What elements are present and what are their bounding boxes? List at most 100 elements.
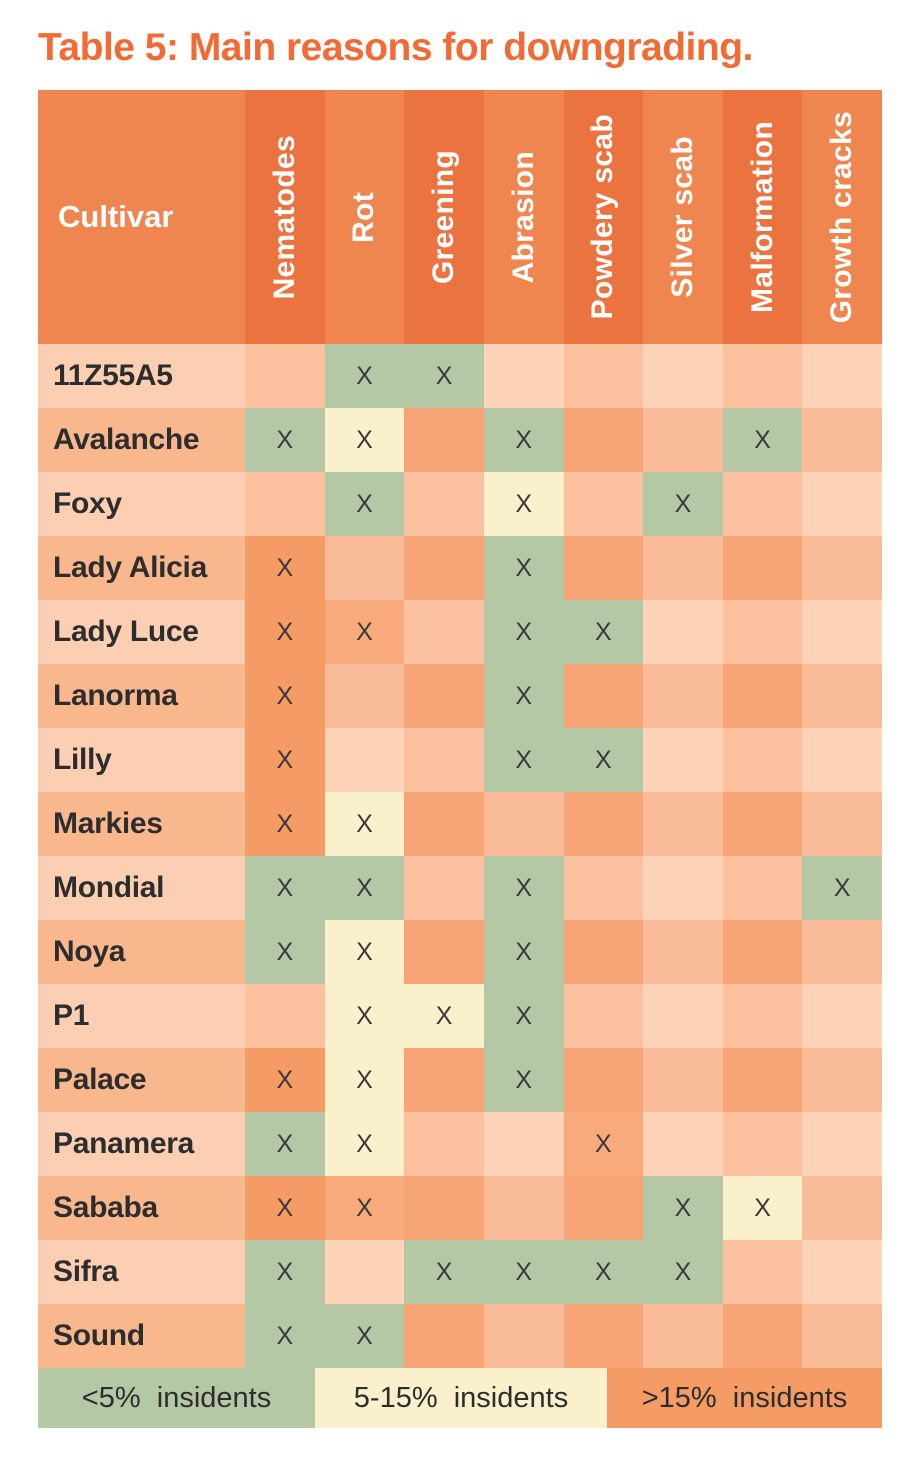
cell-lady-alicia-nematodes: X (245, 536, 325, 600)
cell-noya-powdery-scab (563, 920, 644, 984)
cell-11z55a5-malformation (722, 344, 803, 408)
row-label: Foxy (38, 472, 245, 536)
cell-foxy-greening (404, 472, 484, 536)
cell-lanorma-malformation (722, 664, 803, 728)
table-row-sababa: Sababa X X X X (38, 1176, 882, 1240)
cell-palace-powdery-scab (563, 1048, 644, 1112)
table-header-row: Cultivar Nematodes Rot Greening Abrasion Pow… (38, 90, 882, 344)
cell-markies-greening (404, 792, 484, 856)
cell-avalanche-rot: X (324, 408, 405, 472)
table-row-lilly: Lilly X X X (38, 728, 882, 792)
cell-11z55a5-silver-scab (643, 344, 723, 408)
column-header-label: Powdery scab (586, 114, 620, 320)
cell-foxy-abrasion: X (483, 472, 564, 536)
cell-11z55a5-growth-cracks (802, 344, 882, 408)
cell-11z55a5-greening: X (404, 344, 484, 408)
cell-lilly-nematodes: X (245, 728, 325, 792)
cell-11z55a5-abrasion (483, 344, 564, 408)
cell-lady-alicia-greening (404, 536, 484, 600)
cell-lilly-malformation (722, 728, 803, 792)
cell-sound-powdery-scab (563, 1304, 644, 1368)
cell-lilly-silver-scab (643, 728, 723, 792)
cell-sababa-powdery-scab (563, 1176, 644, 1240)
cell-palace-malformation (722, 1048, 803, 1112)
cell-palace-rot: X (324, 1048, 405, 1112)
table-row-lady-alicia: Lady Alicia X X (38, 536, 882, 600)
cell-panamera-abrasion (483, 1112, 564, 1176)
column-header-label: Malformation (745, 121, 779, 313)
row-label: Lady Alicia (38, 536, 245, 600)
cell-lanorma-rot (324, 664, 405, 728)
cell-foxy-rot: X (324, 472, 405, 536)
column-header-cultivar: Cultivar (38, 90, 245, 344)
table-body: 11Z55A5 X X Avalanche X X X X Foxy X X X Lady Alicia… (38, 344, 882, 1368)
cell-lanorma-silver-scab (643, 664, 723, 728)
cell-sababa-greening (404, 1176, 484, 1240)
column-header-label: Silver scab (665, 136, 699, 298)
cell-p1-nematodes (245, 984, 325, 1048)
cell-sifra-abrasion: X (483, 1240, 564, 1304)
cell-panamera-silver-scab (643, 1112, 723, 1176)
cell-sifra-nematodes: X (245, 1240, 325, 1304)
table-row-noya: Noya X X X (38, 920, 882, 984)
row-label: P1 (38, 984, 245, 1048)
row-label: Lilly (38, 728, 245, 792)
cell-lanorma-greening (404, 664, 484, 728)
cell-panamera-powdery-scab: X (563, 1112, 644, 1176)
cell-noya-silver-scab (643, 920, 723, 984)
cell-foxy-powdery-scab (563, 472, 644, 536)
cell-foxy-nematodes (245, 472, 325, 536)
table-row-11z55a5: 11Z55A5 X X (38, 344, 882, 408)
cell-sound-greening (404, 1304, 484, 1368)
cell-lady-alicia-powdery-scab (563, 536, 644, 600)
cell-avalanche-silver-scab (643, 408, 723, 472)
cell-noya-malformation (722, 920, 803, 984)
cell-markies-abrasion (483, 792, 564, 856)
cell-p1-silver-scab (643, 984, 723, 1048)
row-label: Palace (38, 1048, 245, 1112)
cell-markies-silver-scab (643, 792, 723, 856)
cell-noya-growth-cracks (802, 920, 882, 984)
table-row-lanorma: Lanorma X X (38, 664, 882, 728)
cell-sifra-silver-scab: X (643, 1240, 723, 1304)
table-row-lady-luce: Lady Luce X X X X (38, 600, 882, 664)
cell-lady-alicia-rot (324, 536, 405, 600)
cell-mondial-malformation (722, 856, 803, 920)
cell-sababa-rot: X (324, 1176, 405, 1240)
cell-lady-alicia-malformation (722, 536, 803, 600)
cell-p1-growth-cracks (802, 984, 882, 1048)
cell-mondial-rot: X (324, 856, 405, 920)
cell-sound-rot: X (324, 1304, 405, 1368)
column-header-growth-cracks: Growth cracks (802, 90, 882, 344)
column-header-malformation: Malformation (722, 90, 803, 344)
cell-lilly-greening (404, 728, 484, 792)
table-row-markies: Markies X X (38, 792, 882, 856)
cell-foxy-silver-scab: X (643, 472, 723, 536)
cell-p1-malformation (722, 984, 803, 1048)
cell-sifra-greening: X (404, 1240, 484, 1304)
row-label: Sababa (38, 1176, 245, 1240)
column-header-silver-scab: Silver scab (643, 90, 723, 344)
cell-palace-abrasion: X (483, 1048, 564, 1112)
legend: <5% insidents 5-15% insidents >15% insiden… (38, 1368, 882, 1428)
cell-lady-luce-malformation (722, 600, 803, 664)
cell-noya-abrasion: X (483, 920, 564, 984)
table-title: Table 5: Main reasons for downgrading. (38, 26, 753, 69)
cell-sound-growth-cracks (802, 1304, 882, 1368)
cell-mondial-powdery-scab (563, 856, 644, 920)
cell-avalanche-nematodes: X (245, 408, 325, 472)
cell-sababa-growth-cracks (802, 1176, 882, 1240)
cell-avalanche-abrasion: X (483, 408, 564, 472)
cell-lady-luce-growth-cracks (802, 600, 882, 664)
cell-palace-nematodes: X (245, 1048, 325, 1112)
cell-p1-greening: X (404, 984, 484, 1048)
cell-lanorma-growth-cracks (802, 664, 882, 728)
cell-mondial-nematodes: X (245, 856, 325, 920)
cell-lilly-rot (324, 728, 405, 792)
cell-lady-luce-nematodes: X (245, 600, 325, 664)
cell-sababa-silver-scab: X (643, 1176, 723, 1240)
table-row-avalanche: Avalanche X X X X (38, 408, 882, 472)
cell-sifra-malformation (722, 1240, 803, 1304)
row-label: Lanorma (38, 664, 245, 728)
cell-mondial-greening (404, 856, 484, 920)
